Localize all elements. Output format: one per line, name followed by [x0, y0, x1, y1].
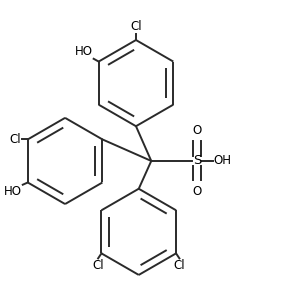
Text: Cl: Cl: [174, 260, 185, 273]
Text: OH: OH: [214, 154, 232, 168]
Text: Cl: Cl: [130, 20, 142, 33]
Text: Cl: Cl: [9, 133, 21, 146]
Text: S: S: [193, 154, 201, 168]
Text: O: O: [193, 124, 202, 137]
Text: HO: HO: [75, 45, 93, 58]
Text: HO: HO: [4, 185, 22, 198]
Text: O: O: [193, 184, 202, 197]
Text: Cl: Cl: [92, 260, 104, 273]
